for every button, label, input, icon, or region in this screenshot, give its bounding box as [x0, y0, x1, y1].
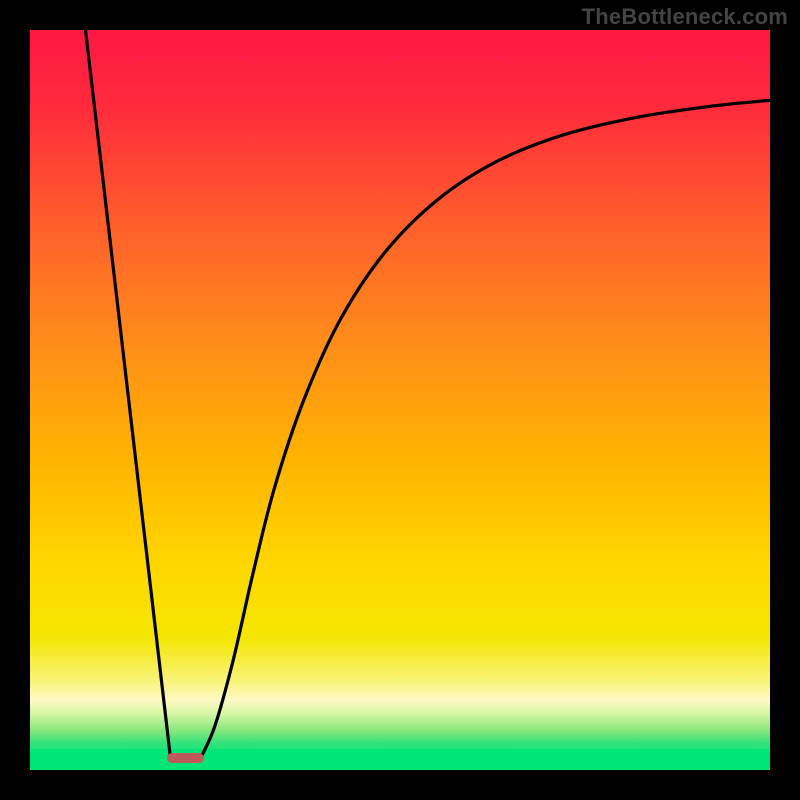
chart-container: { "canvas": { "width": 800, "height": 80… [0, 0, 800, 800]
curve-layer [30, 30, 770, 770]
sweet-spot-marker [167, 753, 204, 763]
watermark-text: TheBottleneck.com [582, 4, 788, 30]
plot-area [30, 30, 770, 770]
